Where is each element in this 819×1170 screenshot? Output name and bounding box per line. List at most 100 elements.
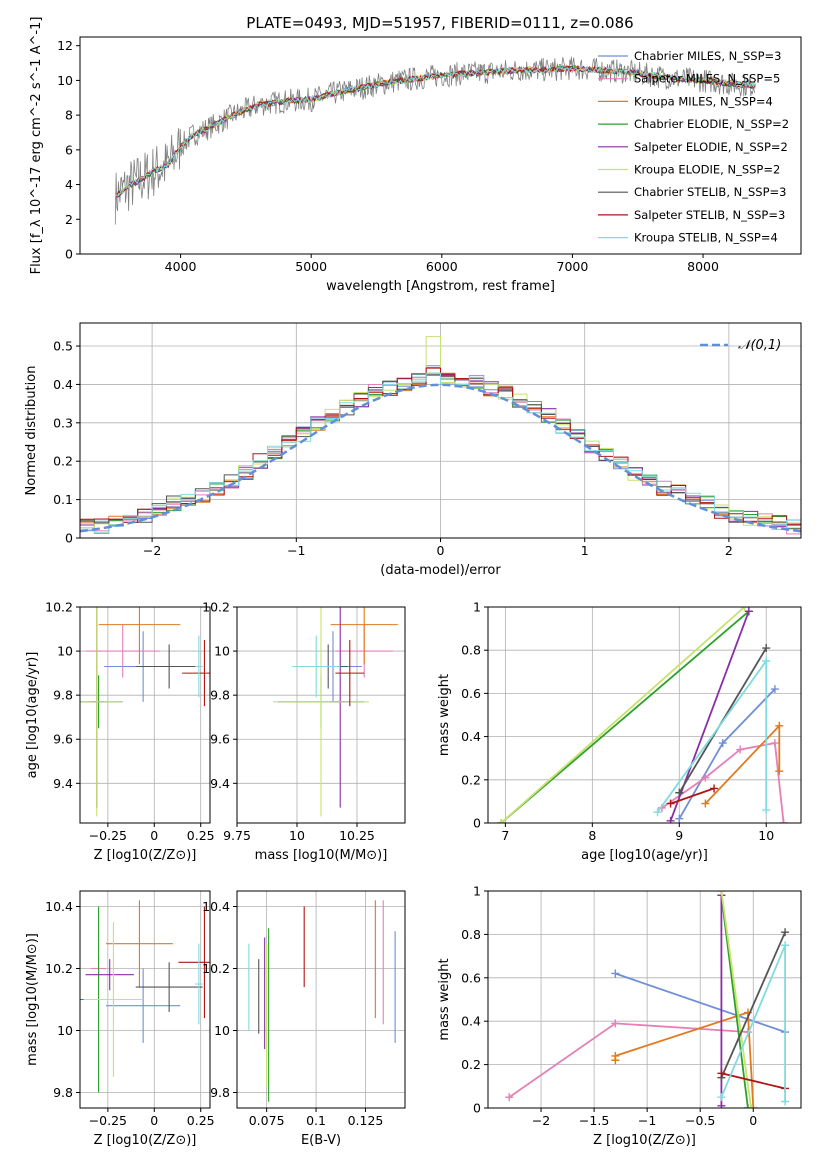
x-axis-label: Z [log10(Z/Z⊙)] — [593, 1133, 696, 1148]
weight-line-3 — [500, 610, 750, 823]
errorbar-4 — [85, 959, 134, 991]
x-axis-label: age [log10(age/yr)] — [581, 848, 708, 863]
y-tick-label: 9.8 — [210, 1085, 230, 1100]
y-tick-label: 0 — [473, 1101, 481, 1116]
y-tick-label: 0.4 — [53, 377, 73, 392]
x-tick-label: 10.25 — [339, 828, 375, 843]
x-tick-label: 0.25 — [187, 1113, 215, 1128]
residual-histogram-panel: −2 −1 0 1 2 0 0.1 0.2 0.3 0.4 0.5 (data-model)/erro… — [24, 322, 802, 578]
y-tick-label: 10.4 — [202, 899, 230, 914]
y-tick-label: 0.2 — [461, 1057, 481, 1072]
y-tick-label: 10 — [57, 644, 73, 659]
x-tick-label: 0 — [150, 828, 158, 843]
plot-area — [80, 607, 210, 817]
y-tick-label: 0.4 — [461, 729, 481, 744]
y-tick-label: 10.4 — [45, 899, 73, 914]
plot-area — [80, 900, 210, 1093]
weight-marker-6-1 — [762, 644, 771, 653]
errorbar-7 — [178, 906, 210, 1019]
y-axis-label: age [log10(age/yr)] — [25, 652, 40, 779]
plot-area — [505, 891, 790, 1108]
x-tick-label: 10 — [289, 828, 305, 843]
legend-label-2: Kroupa MILES, N_SSP=4 — [634, 94, 773, 108]
legend-label-4: Salpeter ELODIE, N_SSP=2 — [634, 140, 788, 154]
weight-line-6 — [720, 931, 786, 1078]
errorbar-6 — [135, 962, 203, 1012]
y-tick-label: 9.4 — [53, 776, 73, 791]
legend-label-0: Chabrier MILES, N_SSP=3 — [634, 49, 781, 63]
weight-line-2 — [704, 723, 781, 805]
legend-label-7: Salpeter STELIB, N_SSP=3 — [634, 208, 785, 222]
errorbar-2 — [98, 607, 181, 665]
weight-marker-1-4 — [779, 819, 788, 823]
x-tick-label: 0 — [150, 1113, 158, 1128]
x-tick-label: 9.75 — [223, 828, 251, 843]
weight-marker-7-0 — [717, 1069, 726, 1078]
x-tick-label: 9 — [675, 828, 683, 843]
errorbar-2 — [330, 607, 398, 665]
x-tick-label: −2 — [532, 1113, 550, 1128]
x-tick-label: 7 — [501, 828, 509, 843]
x-tick-label: 0.1 — [306, 1113, 326, 1128]
x-tick-label: 0.075 — [249, 1113, 285, 1128]
y-axis-label: mass weight — [437, 674, 452, 756]
model-spectrum-line-8 — [115, 65, 756, 197]
weight-marker-4-1 — [744, 607, 753, 616]
weight-line-7 — [670, 787, 715, 805]
weight-marker-8-0 — [653, 808, 662, 817]
x-axis-label: Z [log10(Z/Z⊙)] — [94, 1133, 197, 1148]
y-tick-label: 0.8 — [461, 927, 481, 942]
weight-marker-1-1 — [611, 1019, 620, 1028]
y-tick-label: 12 — [57, 38, 73, 53]
x-axis-label: (data-model)/error — [380, 563, 501, 578]
weight-marker-0-1 — [718, 739, 727, 748]
spectrum-title: PLATE=0493, MJD=51957, FIBERID=0111, z=0… — [246, 14, 633, 32]
weight-line-5 — [500, 607, 746, 823]
y-tick-label: 10.2 — [45, 600, 73, 615]
mass-vs-ebv-panel: 0.075 0.1 0.125 9.8 10 10.2 10.4 E(B-V) — [202, 890, 406, 1148]
legend-label-1: Salpeter MILES, N_SSP=5 — [634, 72, 780, 86]
x-tick-label: −1 — [638, 1113, 656, 1128]
y-tick-label: 0 — [65, 531, 73, 546]
x-tick-label: −1.5 — [579, 1113, 609, 1128]
age-vs-metallicity-panel: −0.25 0 0.25 9.4 9.6 9.8 10 10.2 Z [log10(Z/Z⊙)]… — [25, 600, 215, 864]
errorbar-8 — [292, 635, 341, 698]
grid — [488, 606, 801, 824]
weight-marker-2-1 — [611, 1051, 620, 1060]
mass-weight-vs-metallicity-panel: −2 −1.5 −1 −0.5 0 0 0.2 0.4 0.6 0.8 1 Z [log10(Z/Z⊙… — [437, 884, 802, 1148]
errorbar-5 — [83, 922, 144, 1077]
weight-marker-3-1 — [743, 1104, 752, 1108]
weight-marker-0-2 — [770, 685, 779, 694]
plot-area — [497, 607, 788, 823]
y-tick-label: 10.2 — [45, 961, 73, 976]
y-axis-label: Flux [f_λ 10^-17 erg cm^-2 s^-1 A^-1] — [29, 17, 44, 275]
y-tick-label: 9.6 — [210, 732, 230, 747]
plot-area — [80, 336, 801, 535]
y-tick-label: 0.1 — [53, 492, 73, 507]
legend-label-normal: 𝒩(0,1) — [738, 338, 781, 353]
x-tick-label: 4000 — [165, 259, 197, 274]
mass-weight-vs-age-panel: 7 8 9 10 0 0.2 0.4 0.6 0.8 1 age [log10(age/yr)] ma… — [437, 600, 802, 863]
y-tick-label: 9.4 — [210, 776, 230, 791]
y-tick-label: 0.3 — [53, 415, 73, 430]
plot-frame — [79, 36, 802, 255]
plot-area — [273, 607, 398, 817]
x-tick-label: 6000 — [426, 259, 458, 274]
x-axis-label: mass [log10(M/M⊙)] — [255, 848, 388, 863]
grid — [237, 891, 405, 1108]
histogram-step-8 — [80, 372, 801, 534]
x-tick-label: 0 — [749, 1113, 757, 1128]
weight-marker-5-1 — [740, 607, 749, 611]
y-tick-label: 10.2 — [202, 961, 230, 976]
y-tick-label: 0 — [65, 247, 73, 262]
y-tick-label: 0.4 — [461, 1014, 481, 1029]
y-tick-label: 8 — [65, 108, 73, 123]
weight-marker-1-1 — [701, 773, 710, 782]
legend-label-8: Kroupa STELIB, N_SSP=4 — [634, 231, 778, 245]
x-tick-label: 8000 — [687, 259, 719, 274]
errorbar-6 — [135, 644, 203, 689]
weight-marker-2-3 — [749, 1104, 758, 1108]
weight-marker-5-0 — [497, 819, 506, 823]
weight-marker-2-2 — [775, 767, 784, 776]
mass-vs-metallicity-panel: −0.25 0 0.25 9.8 10 10.2 10.4 Z [log10(Z/Z⊙)] ma… — [25, 890, 215, 1148]
